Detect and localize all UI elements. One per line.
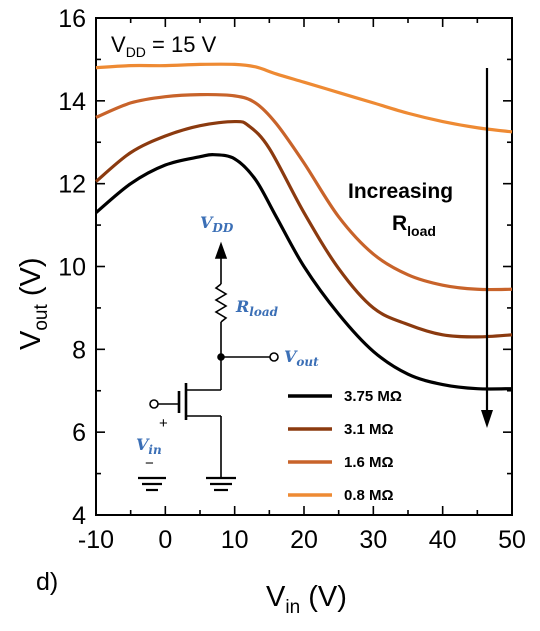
vin-terminal-icon <box>149 399 159 409</box>
legend-label: 0.8 MΩ <box>344 487 394 504</box>
x-tick-label: 30 <box>359 526 387 554</box>
vout-terminal-icon <box>269 352 279 362</box>
vdd-annotation: VDD = 15 V <box>111 32 217 60</box>
legend-label: 1.6 MΩ <box>344 454 394 471</box>
series-line-4 <box>95 62 513 134</box>
resistor-icon <box>214 283 228 323</box>
vdd-arrow-icon <box>214 241 228 259</box>
circuit-vout-label: Vout <box>284 347 319 369</box>
x-tick-label: 20 <box>290 526 318 554</box>
x-tick-label: 0 <box>158 526 172 554</box>
x-tick-labels: -10 0 10 20 30 40 50 <box>78 526 526 554</box>
y-tick-label: 12 <box>58 171 86 199</box>
circuit-minus-label: − <box>145 455 154 472</box>
y-tick-label: 4 <box>72 502 86 530</box>
circuit-rload-label: Rload <box>235 297 279 319</box>
legend: 3.75 MΩ 3.1 MΩ 1.6 MΩ 0.8 MΩ <box>288 388 402 504</box>
rload-annotation: Rload <box>392 212 436 239</box>
y-tick-label: 14 <box>58 88 86 116</box>
y-tick-labels: 4 6 8 10 12 14 16 <box>58 5 86 530</box>
x-axis-label: Vin (V) <box>266 581 347 618</box>
x-tick-label: 10 <box>221 526 249 554</box>
series-line-1 <box>94 152 513 391</box>
increasing-annotation: Increasing <box>348 180 453 203</box>
legend-label: 3.1 MΩ <box>344 421 394 438</box>
circuit-vdd-label: VDD <box>200 213 234 235</box>
series-lines <box>94 62 513 391</box>
x-tick-label: -10 <box>78 526 114 554</box>
y-axis-label: Vout (V) <box>15 258 52 350</box>
y-tick-label: 8 <box>72 336 86 364</box>
circuit-plus-label: + <box>159 415 168 432</box>
series-line-3 <box>95 92 513 292</box>
axis-ticks <box>95 17 513 516</box>
panel-label: d) <box>36 568 58 596</box>
increasing-arrow-head <box>481 410 493 428</box>
y-tick-label: 6 <box>72 419 86 447</box>
circuit-schematic <box>138 241 279 492</box>
series-line-2 <box>94 119 513 339</box>
y-tick-label: 16 <box>58 5 86 33</box>
legend-label: 3.75 MΩ <box>344 388 402 405</box>
y-tick-label: 10 <box>58 254 86 282</box>
circuit-vin-label: Vin <box>136 435 162 457</box>
x-tick-label: 40 <box>429 526 457 554</box>
x-tick-label: 50 <box>498 526 526 554</box>
